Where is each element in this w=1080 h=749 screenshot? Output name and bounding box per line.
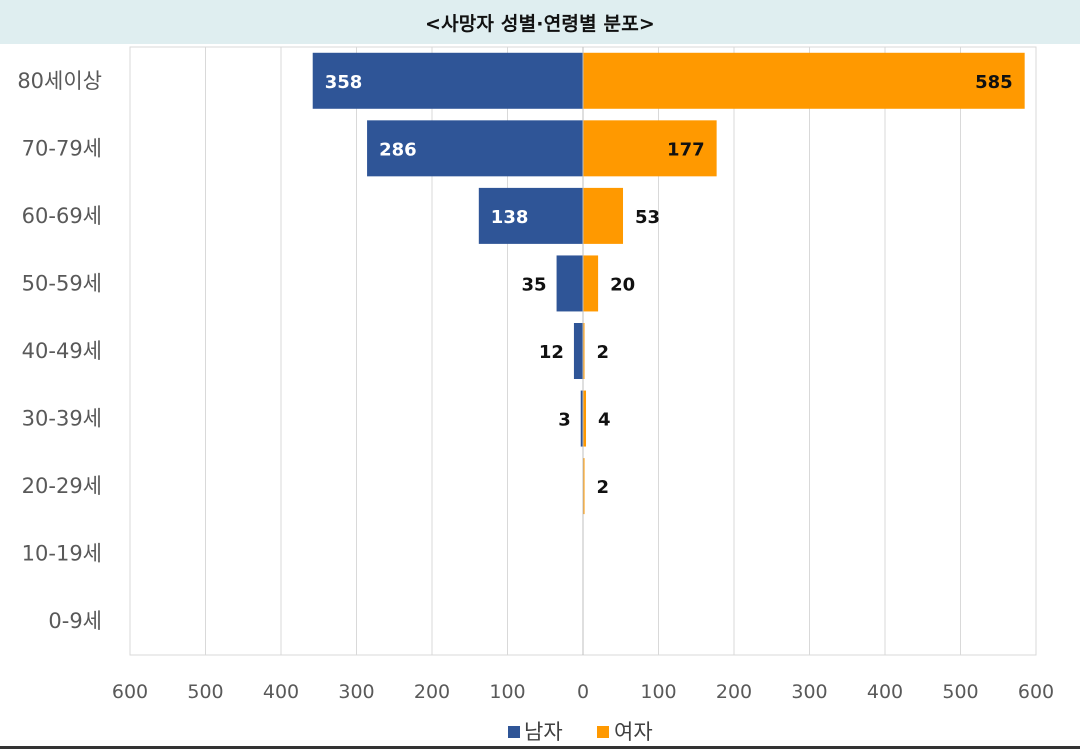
bar-male — [478, 187, 583, 244]
data-label-female: 585 — [975, 72, 1013, 93]
x-tick-label: 0 — [577, 681, 589, 703]
x-tick-label: 200 — [414, 681, 450, 703]
x-tick-label: 500 — [942, 681, 978, 703]
legend-label-female: 여자 — [614, 720, 653, 744]
category-label: 0-9세 — [48, 609, 102, 633]
data-label-male: 358 — [325, 72, 363, 93]
data-label-female: 2 — [597, 342, 610, 363]
category-label: 10-19세 — [22, 542, 102, 566]
bar-female — [583, 390, 587, 447]
x-tick-label: 100 — [489, 681, 525, 703]
x-tick-label: 600 — [112, 681, 148, 703]
x-tick-label: 200 — [716, 681, 752, 703]
data-label-female: 177 — [667, 139, 705, 160]
data-label-male: 3 — [558, 410, 571, 431]
data-label-female: 2 — [597, 477, 610, 498]
bar-female — [583, 52, 1025, 109]
data-label-female: 4 — [598, 410, 611, 431]
x-tick-label: 500 — [187, 681, 223, 703]
bar-male — [556, 255, 583, 312]
bar-male — [367, 120, 583, 177]
bar-male — [580, 390, 583, 447]
legend-swatch-male — [508, 726, 520, 738]
bar-female — [583, 323, 585, 379]
title-bar: <사망자 성별·연령별 분포> — [0, 0, 1080, 44]
category-label: 60-69세 — [22, 204, 102, 228]
x-tick-label: 100 — [640, 681, 676, 703]
category-label: 70-79세 — [22, 136, 102, 160]
data-label-female: 53 — [635, 207, 660, 228]
legend-swatch-female — [597, 726, 609, 738]
bar-female — [583, 458, 585, 515]
data-label-male: 138 — [491, 207, 529, 228]
category-label: 50-59세 — [22, 271, 102, 295]
bar-female — [583, 187, 624, 244]
category-label: 40-49세 — [22, 339, 102, 363]
category-label: 80세이상 — [17, 69, 102, 93]
chart-title: <사망자 성별·연령별 분포> — [424, 12, 656, 35]
x-tick-label: 400 — [867, 681, 903, 703]
category-label: 30-39세 — [22, 407, 102, 431]
x-tick-label: 400 — [263, 681, 299, 703]
data-label-male: 35 — [522, 274, 547, 295]
bar-male — [573, 323, 583, 379]
category-label: 20-29세 — [22, 474, 102, 498]
bar-female — [583, 255, 599, 312]
data-label-male: 12 — [539, 342, 564, 363]
bottom-divider — [0, 746, 1080, 749]
data-label-female: 20 — [610, 274, 635, 295]
x-tick-label: 300 — [791, 681, 827, 703]
legend-label-male: 남자 — [524, 720, 563, 744]
bar-female — [583, 120, 717, 177]
bar-male — [312, 52, 583, 109]
x-tick-label: 300 — [338, 681, 374, 703]
data-label-male: 286 — [379, 139, 417, 160]
x-tick-label: 600 — [1018, 681, 1054, 703]
